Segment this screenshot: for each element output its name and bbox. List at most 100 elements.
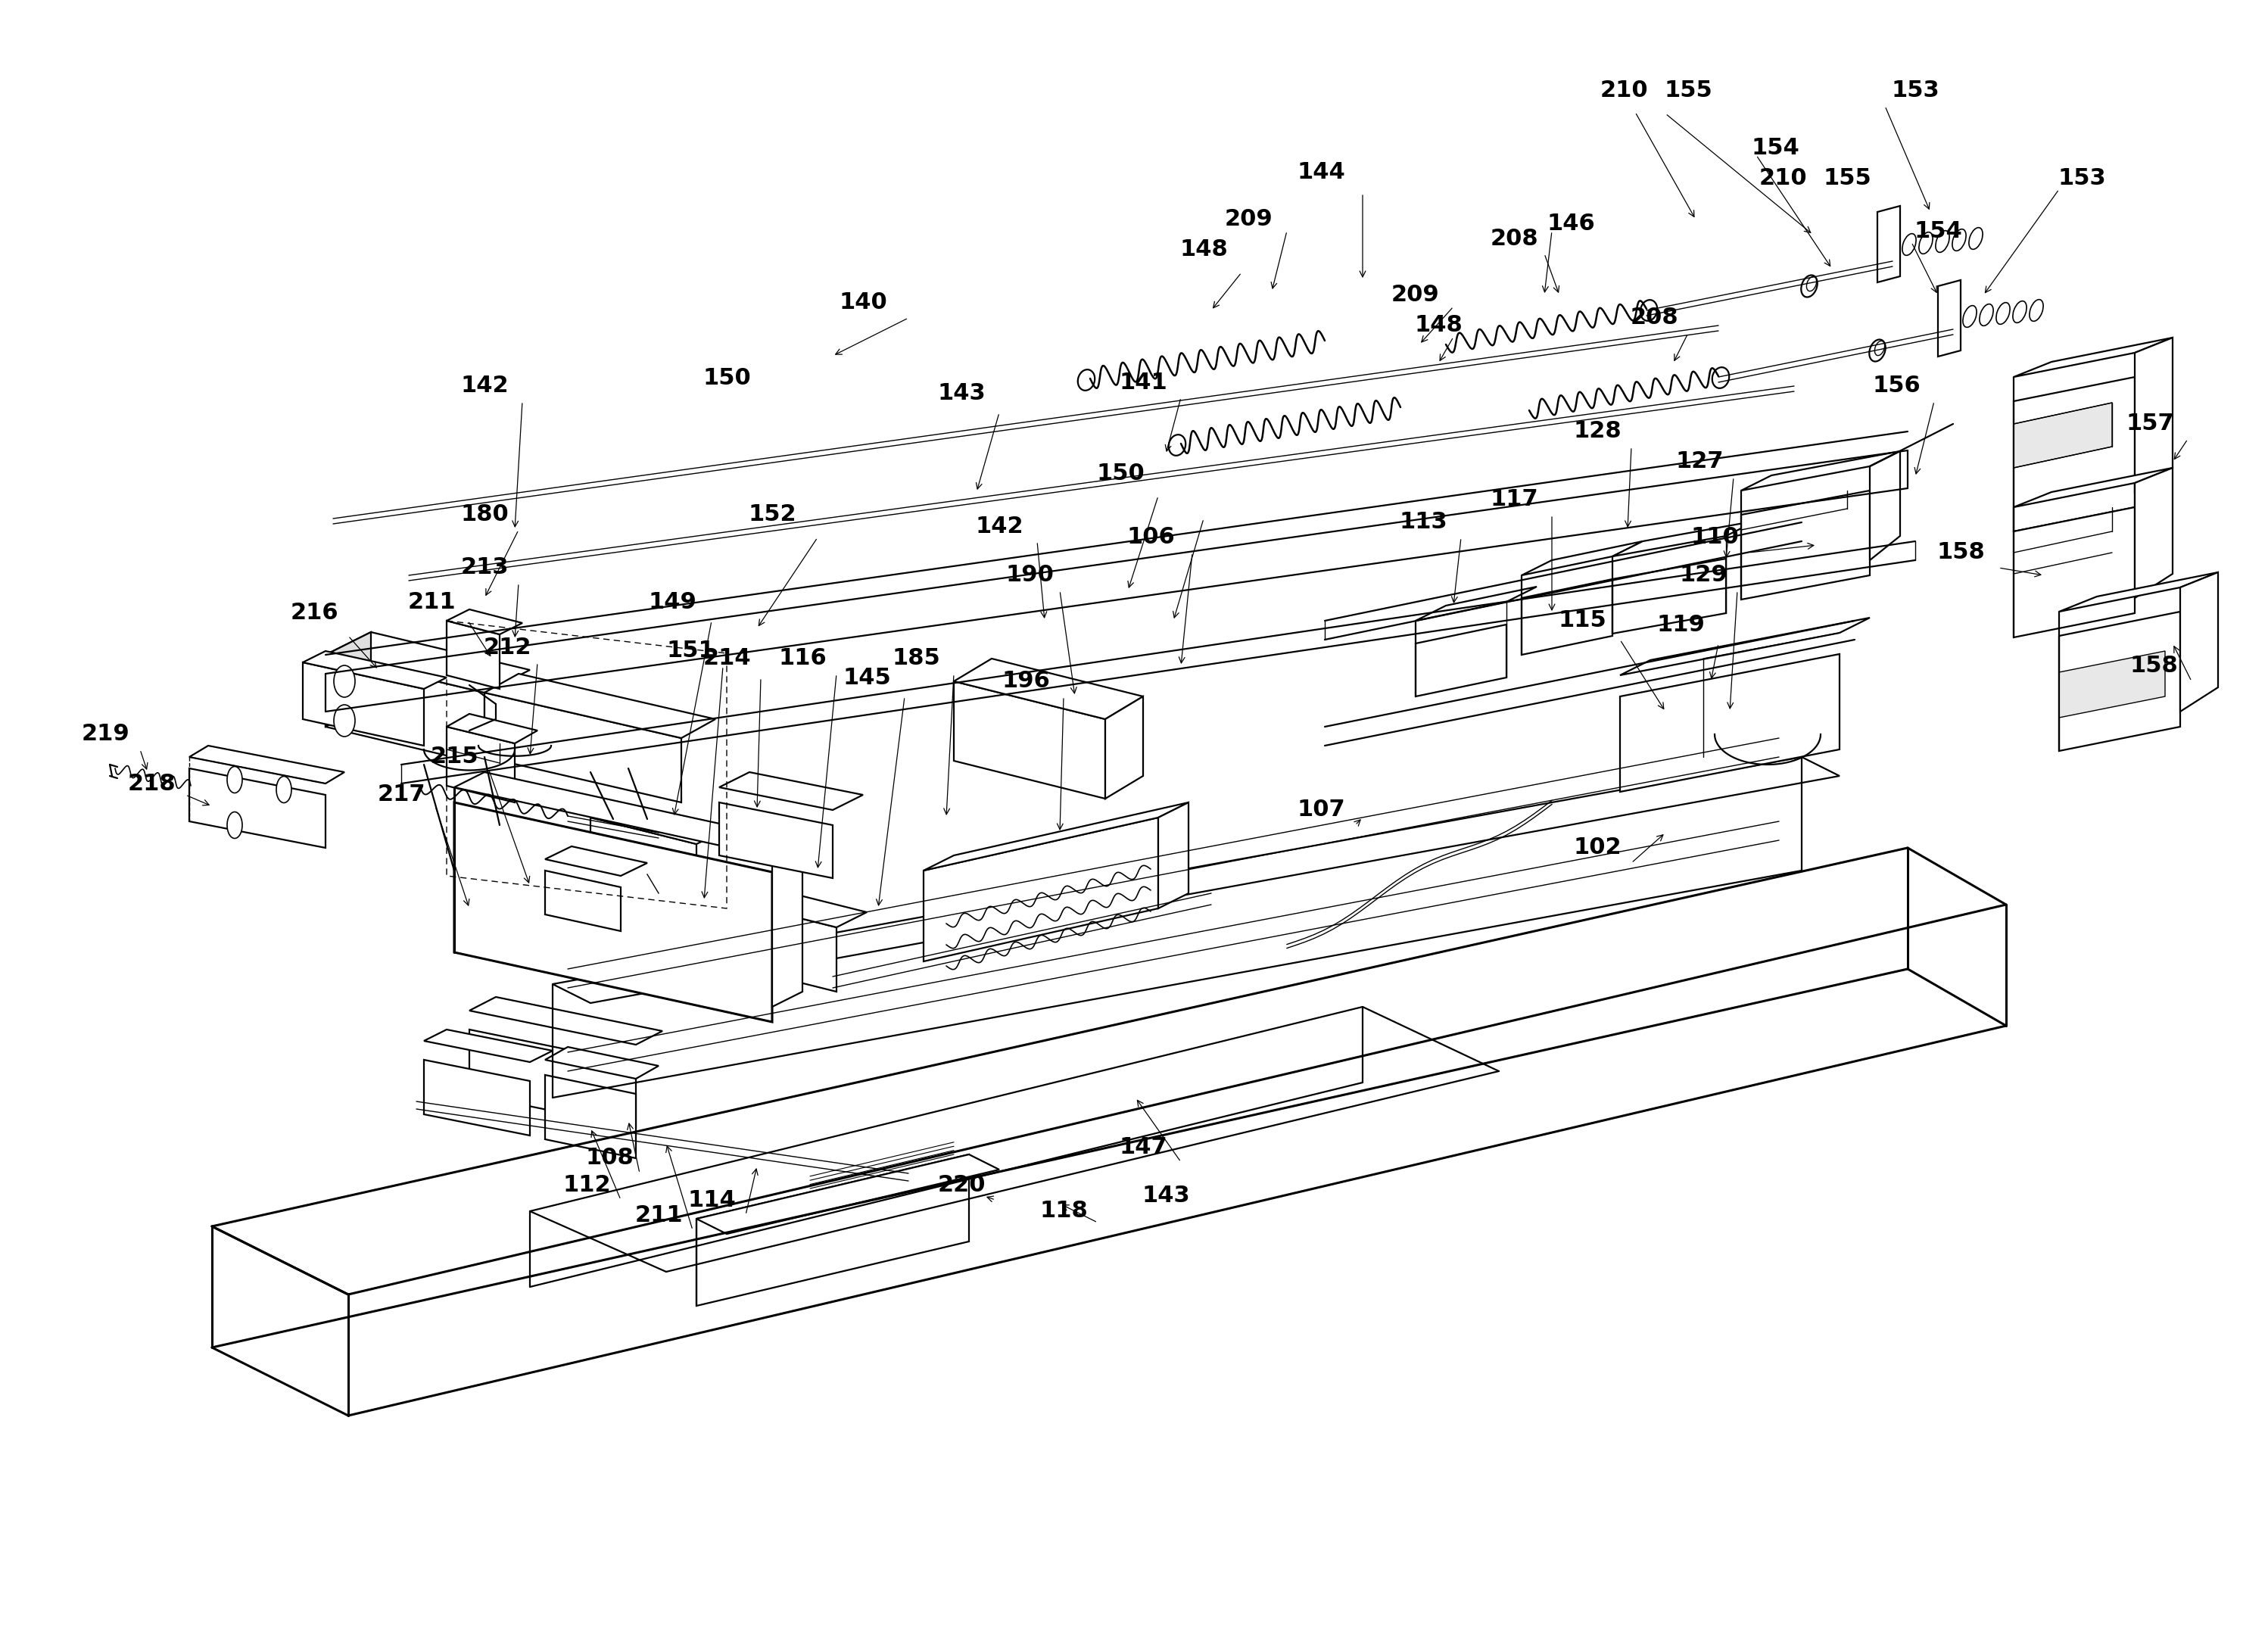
Polygon shape bbox=[1415, 587, 1538, 621]
Polygon shape bbox=[544, 847, 646, 875]
Polygon shape bbox=[447, 727, 515, 803]
Text: 112: 112 bbox=[562, 1173, 610, 1196]
Text: 114: 114 bbox=[687, 1188, 735, 1211]
Polygon shape bbox=[304, 662, 424, 745]
Polygon shape bbox=[599, 901, 696, 972]
Polygon shape bbox=[485, 674, 714, 738]
Text: 190: 190 bbox=[1005, 564, 1055, 587]
Text: 216: 216 bbox=[290, 602, 338, 625]
Text: 150: 150 bbox=[703, 368, 751, 389]
Text: 106: 106 bbox=[1127, 526, 1175, 549]
Text: 196: 196 bbox=[1002, 671, 1050, 692]
Ellipse shape bbox=[1903, 234, 1916, 255]
Text: 110: 110 bbox=[1690, 526, 1740, 549]
Text: 153: 153 bbox=[2057, 166, 2107, 190]
Polygon shape bbox=[1415, 625, 1506, 697]
Polygon shape bbox=[1159, 803, 1188, 908]
Polygon shape bbox=[1869, 452, 1901, 560]
Polygon shape bbox=[1742, 452, 1901, 491]
Text: 212: 212 bbox=[483, 636, 531, 658]
Text: 154: 154 bbox=[1751, 137, 1799, 158]
Polygon shape bbox=[1105, 697, 1143, 799]
Ellipse shape bbox=[227, 812, 243, 839]
Text: 209: 209 bbox=[1225, 209, 1272, 231]
Ellipse shape bbox=[333, 666, 356, 697]
Ellipse shape bbox=[1969, 227, 1982, 249]
Text: 210: 210 bbox=[1758, 166, 1808, 190]
Text: 117: 117 bbox=[1490, 489, 1538, 511]
Polygon shape bbox=[760, 893, 866, 928]
Polygon shape bbox=[553, 756, 1839, 1004]
Polygon shape bbox=[2134, 338, 2173, 493]
Text: 208: 208 bbox=[1490, 227, 1538, 249]
Polygon shape bbox=[923, 817, 1159, 961]
Polygon shape bbox=[544, 1074, 635, 1159]
Ellipse shape bbox=[1962, 305, 1978, 328]
Text: 113: 113 bbox=[1399, 511, 1447, 534]
Polygon shape bbox=[454, 803, 771, 1022]
Polygon shape bbox=[469, 1030, 635, 1127]
Text: 156: 156 bbox=[1871, 376, 1921, 397]
Text: 155: 155 bbox=[1823, 166, 1871, 190]
Text: 140: 140 bbox=[839, 292, 887, 313]
Polygon shape bbox=[955, 681, 1105, 799]
Text: 144: 144 bbox=[1297, 162, 1345, 183]
Text: 116: 116 bbox=[778, 648, 826, 669]
Text: 148: 148 bbox=[1415, 315, 1463, 336]
Ellipse shape bbox=[277, 776, 293, 803]
Text: 145: 145 bbox=[844, 666, 891, 689]
Text: 118: 118 bbox=[1039, 1200, 1089, 1223]
Polygon shape bbox=[1613, 521, 1755, 557]
Text: 158: 158 bbox=[2130, 656, 2177, 677]
Text: 211: 211 bbox=[635, 1205, 683, 1226]
Polygon shape bbox=[327, 633, 372, 727]
Polygon shape bbox=[2180, 572, 2218, 712]
Text: 127: 127 bbox=[1676, 452, 1724, 473]
Polygon shape bbox=[1522, 541, 1642, 575]
Polygon shape bbox=[2134, 468, 2173, 598]
Text: 218: 218 bbox=[127, 773, 175, 794]
Polygon shape bbox=[2014, 468, 2173, 508]
Text: 214: 214 bbox=[703, 648, 751, 669]
Text: 147: 147 bbox=[1118, 1135, 1168, 1159]
Text: 150: 150 bbox=[1095, 461, 1145, 485]
Polygon shape bbox=[2014, 377, 2134, 531]
Ellipse shape bbox=[1712, 368, 1728, 389]
Polygon shape bbox=[1613, 559, 1726, 633]
Polygon shape bbox=[304, 651, 447, 689]
Ellipse shape bbox=[1885, 236, 1898, 257]
Polygon shape bbox=[923, 803, 1188, 870]
Text: 153: 153 bbox=[1892, 79, 1939, 102]
Ellipse shape bbox=[1996, 303, 2009, 325]
Ellipse shape bbox=[1953, 229, 1966, 250]
Polygon shape bbox=[2014, 508, 2134, 638]
Polygon shape bbox=[327, 654, 485, 765]
Ellipse shape bbox=[1077, 369, 1095, 391]
Polygon shape bbox=[327, 633, 531, 692]
Polygon shape bbox=[424, 1030, 553, 1061]
Polygon shape bbox=[2014, 338, 2173, 377]
Text: 115: 115 bbox=[1558, 610, 1606, 631]
Ellipse shape bbox=[1808, 277, 1817, 292]
Text: 180: 180 bbox=[460, 504, 508, 526]
Ellipse shape bbox=[1935, 231, 1950, 252]
Ellipse shape bbox=[2012, 302, 2028, 323]
Text: 213: 213 bbox=[460, 557, 508, 578]
Text: 185: 185 bbox=[891, 648, 941, 669]
Polygon shape bbox=[1619, 618, 1869, 676]
Text: 108: 108 bbox=[585, 1147, 633, 1168]
Text: 211: 211 bbox=[408, 592, 456, 613]
Ellipse shape bbox=[1980, 303, 1994, 326]
Text: 146: 146 bbox=[1547, 213, 1594, 234]
Text: 219: 219 bbox=[82, 723, 129, 745]
Ellipse shape bbox=[1168, 435, 1186, 455]
Ellipse shape bbox=[1919, 232, 1932, 254]
Polygon shape bbox=[447, 610, 522, 634]
Text: 148: 148 bbox=[1179, 239, 1227, 260]
Polygon shape bbox=[188, 745, 345, 783]
Text: 157: 157 bbox=[2125, 414, 2175, 435]
Polygon shape bbox=[1878, 206, 1901, 282]
Polygon shape bbox=[719, 773, 864, 811]
Text: 141: 141 bbox=[1118, 371, 1168, 394]
Ellipse shape bbox=[1869, 339, 1885, 361]
